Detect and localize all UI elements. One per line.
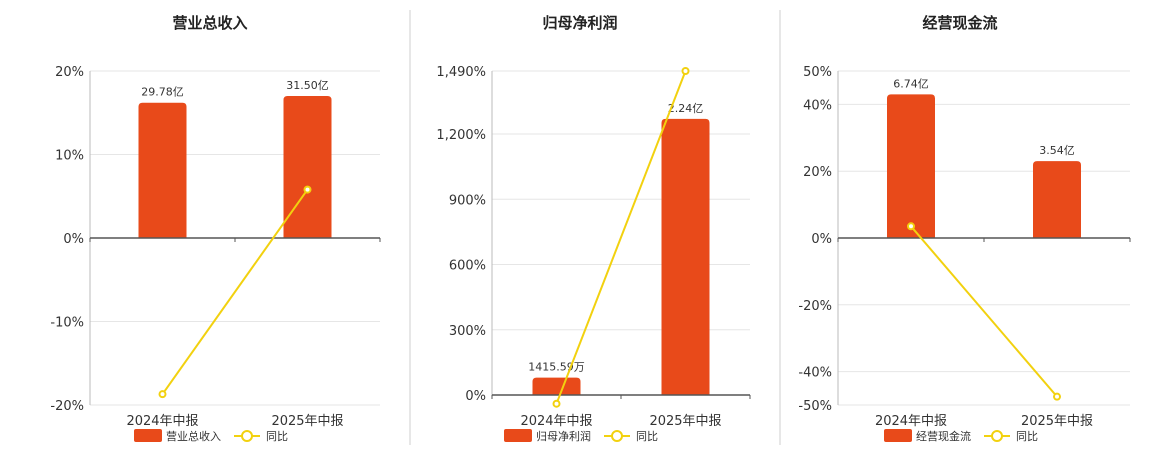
- y-tick-label: -40%: [798, 366, 832, 381]
- y-tick-label: -20%: [798, 299, 832, 314]
- bar: [887, 94, 935, 238]
- bar: [1033, 161, 1081, 238]
- y-tick-label: 40%: [803, 98, 832, 113]
- bar-data-label: 3.54亿: [1039, 144, 1075, 157]
- legend-label: 同比: [636, 430, 658, 443]
- bar-data-label: 31.50亿: [286, 79, 329, 92]
- line-series: [910, 225, 1058, 398]
- y-tick-label: 300%: [449, 324, 486, 339]
- line-point: [303, 185, 312, 194]
- y-tick-label: 0%: [63, 232, 84, 247]
- y-tick-label: 900%: [449, 193, 486, 208]
- x-tick-label: 2025年中报: [271, 414, 343, 429]
- line-series: [161, 188, 309, 395]
- y-tick-label: 50%: [803, 65, 832, 80]
- bar: [532, 377, 581, 395]
- x-tick-label: 2025年中报: [649, 414, 721, 429]
- chart-title: 营业总收入: [172, 14, 247, 32]
- x-tick-label: 2025年中报: [1021, 414, 1093, 429]
- legend-label: 归母净利润: [536, 429, 591, 443]
- bar-data-label: 1415.59万: [528, 361, 585, 374]
- line-point: [1053, 392, 1061, 401]
- line-point: [907, 222, 915, 231]
- y-tick-label: 20%: [55, 65, 84, 80]
- bar: [661, 118, 710, 395]
- line-point: [552, 399, 561, 408]
- y-tick-label: 600%: [449, 259, 486, 274]
- chart-title: 经营现金流: [922, 14, 997, 32]
- bar: [138, 102, 187, 238]
- legend-label: 同比: [266, 430, 288, 443]
- bar: [283, 96, 332, 238]
- legend-line-marker: [241, 430, 253, 442]
- bar-data-label: 29.78亿: [141, 86, 184, 99]
- legend-line-marker: [991, 430, 1003, 442]
- y-tick-label: 1,490%: [436, 65, 486, 80]
- x-tick-label: 2024年中报: [875, 414, 947, 429]
- chart-title: 归母净利润: [542, 14, 617, 32]
- y-tick-label: 0%: [811, 232, 832, 247]
- bar-data-label: 6.74亿: [893, 77, 929, 90]
- y-tick-label: -50%: [798, 399, 832, 414]
- y-tick-label: 0%: [465, 389, 486, 404]
- y-tick-label: -20%: [50, 399, 84, 414]
- chart-panel-2: 归母净利润 1,490% 1,200% 900% 600% 300% 0% 1415.59万 2…: [436, 14, 751, 443]
- legend-label: 经营现金流: [916, 429, 971, 443]
- legend-label: 同比: [1016, 430, 1038, 443]
- legend-bar-swatch: [134, 429, 162, 442]
- y-tick-label: 10%: [55, 149, 84, 164]
- chart-panel-1: 营业总收入 20% 10% 0% -10% -20% 29.78亿 31.50亿 2024年中报…: [50, 14, 381, 443]
- line-point: [158, 390, 167, 399]
- line-point: [681, 67, 690, 75]
- y-tick-label: 20%: [803, 165, 832, 180]
- chart-panel-3: 经营现金流 50% 40% 20% 0% -20% -40% -50% 6.74亿 3.54亿 20…: [798, 14, 1131, 443]
- legend-label: 营业总收入: [166, 429, 221, 443]
- x-tick-label: 2024年中报: [126, 414, 198, 429]
- legend-bar-swatch: [884, 429, 912, 442]
- legend-bar-swatch: [504, 429, 532, 442]
- bar-data-label: 2.24亿: [668, 102, 704, 115]
- legend-line-marker: [611, 430, 623, 442]
- y-tick-label: 1,200%: [436, 128, 486, 143]
- line-series: [555, 70, 687, 405]
- y-tick-label: -10%: [50, 316, 84, 331]
- x-tick-label: 2024年中报: [520, 414, 592, 429]
